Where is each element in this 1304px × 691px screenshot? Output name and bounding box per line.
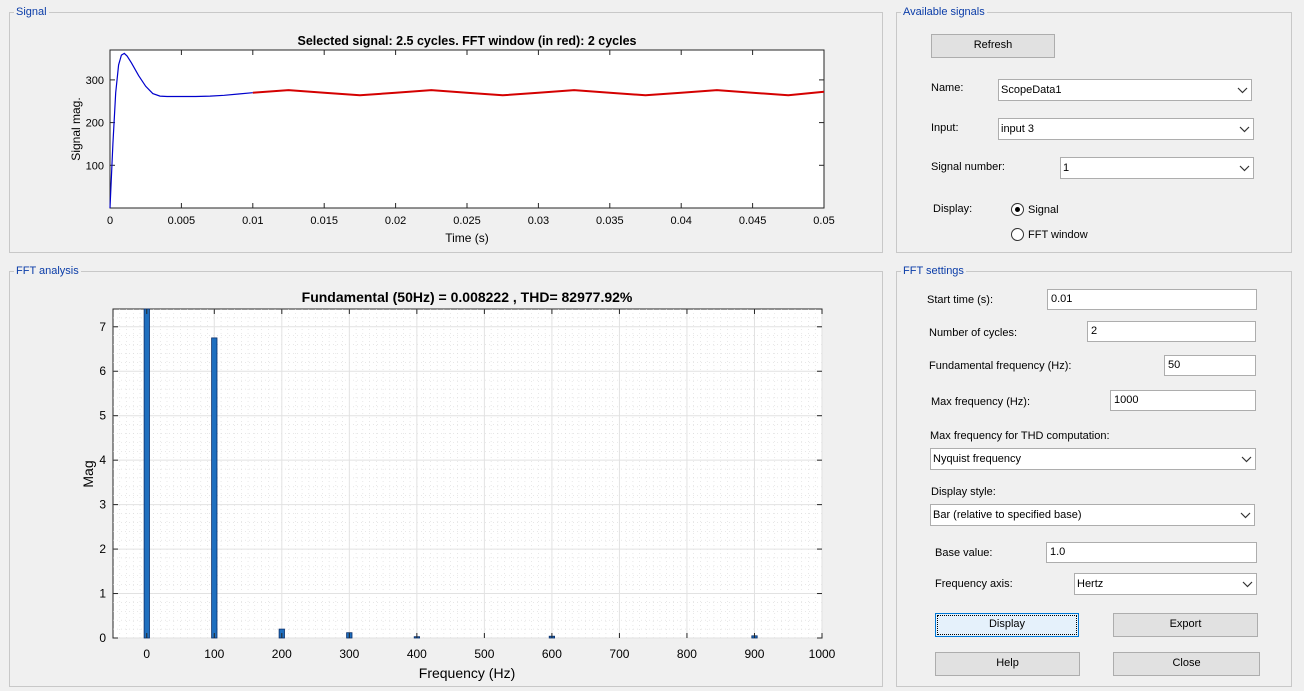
cycles-input[interactable]: 2 (1087, 321, 1256, 342)
fft-ytick-label: 0 (99, 631, 106, 645)
fft-window-line (252, 89, 825, 97)
display-fft-window-radio[interactable] (1011, 228, 1024, 241)
fft-ytick-label: 4 (99, 453, 106, 467)
signal-xtick-label: 0.005 (168, 215, 196, 227)
signal-xtick-label: 0.025 (453, 215, 481, 227)
fft-xtick-label: 1000 (809, 647, 836, 661)
fft-xtick-label: 800 (677, 647, 697, 661)
signal-panel-title: Signal (14, 6, 49, 19)
fft-xtick-label: 700 (609, 647, 629, 661)
signal-panel: Signal (9, 6, 883, 253)
fft-ytick-label: 2 (99, 542, 106, 556)
fft-xtick-label: 300 (339, 647, 359, 661)
fft-plot: Fundamental (50Hz) = 0.008222 , THD= 829… (80, 289, 836, 681)
signal-ytick-label: 200 (86, 118, 104, 130)
refresh-button[interactable]: Refresh (931, 34, 1055, 58)
fft-bar (211, 337, 218, 639)
fft-xtick-label: 0 (143, 647, 150, 661)
signal-xtick-label: 0.05 (813, 215, 834, 227)
fft-xtick-label: 900 (744, 647, 764, 661)
chevron-down-icon (1239, 165, 1250, 172)
base-value-input[interactable]: 1.0 (1046, 542, 1257, 563)
fft-plot-title: Fundamental (50Hz) = 0.008222 , THD= 829… (302, 289, 633, 305)
chevron-down-icon (1241, 456, 1252, 463)
name-select[interactable]: ScopeData1 (998, 79, 1252, 101)
fft-plot-area (112, 308, 823, 639)
input-select[interactable]: input 3 (998, 118, 1254, 140)
fft-analysis-panel: FFT analysis (9, 265, 883, 687)
freq-axis-value: Hertz (1077, 578, 1104, 590)
signal-xtick-label: 0.015 (310, 215, 338, 227)
fft-settings-panel: FFT settings (896, 265, 1292, 687)
chevron-down-icon (1240, 512, 1251, 519)
fft-ytick-label: 3 (99, 498, 106, 512)
signal-ylabel: Signal mag. (69, 97, 83, 160)
name-select-value: ScopeData1 (1001, 84, 1062, 96)
signal-xtick-label: 0.04 (670, 215, 691, 227)
start-time-input[interactable]: 0.01 (1047, 289, 1257, 310)
signal-number-value: 1 (1063, 162, 1070, 174)
fft-xtick-label: 200 (272, 647, 292, 661)
thd-max-label: Max frequency for THD computation: (930, 430, 1110, 442)
fund-freq-input[interactable]: 50 (1164, 355, 1256, 376)
display-signal-label[interactable]: Signal (1028, 204, 1059, 216)
chevron-down-icon (1237, 87, 1248, 94)
fft-xtick-label: 100 (204, 647, 224, 661)
base-value-label: Base value: (935, 547, 993, 559)
selected-signal-line (109, 52, 253, 209)
signal-xtick-label: 0.045 (739, 215, 767, 227)
fft-xtick-label: 500 (474, 647, 494, 661)
thd-max-select[interactable]: Nyquist frequency (930, 448, 1256, 470)
signal-ytick-label: 300 (86, 75, 104, 87)
fft-settings-title: FFT settings (901, 265, 966, 278)
signal-number-select[interactable]: 1 (1060, 157, 1254, 179)
signal-xtick-label: 0.02 (385, 215, 406, 227)
export-button[interactable]: Export (1113, 613, 1258, 637)
fft-xtick-label: 400 (407, 647, 427, 661)
signal-ytick-label: 100 (86, 160, 104, 172)
fft-ytick-label: 5 (99, 409, 106, 423)
help-button[interactable]: Help (935, 652, 1080, 676)
signal-xtick-label: 0.01 (242, 215, 263, 227)
display-style-label: Display style: (931, 486, 996, 498)
signal-xtick-label: 0 (107, 215, 113, 227)
signal-xlabel: Time (s) (445, 231, 489, 245)
signal-plot: Selected signal: 2.5 cycles. FFT window … (69, 34, 835, 245)
display-style-value: Bar (relative to specified base) (933, 509, 1082, 521)
signal-xtick-label: 0.03 (528, 215, 549, 227)
signal-number-label: Signal number: (931, 161, 1005, 173)
name-label: Name: (931, 82, 964, 94)
fft-bar (143, 308, 150, 639)
display-signal-radio[interactable] (1011, 203, 1024, 216)
fft-ytick-label: 7 (99, 320, 106, 334)
start-time-label: Start time (s): (927, 294, 994, 306)
signal-xtick-label: 0.035 (596, 215, 624, 227)
max-freq-label: Max frequency (Hz): (931, 396, 1031, 408)
signal-plot-area (109, 49, 825, 209)
max-freq-input[interactable]: 1000 (1110, 390, 1256, 411)
fund-freq-label: Fundamental frequency (Hz): (929, 360, 1072, 372)
available-signals-panel: Available signals (896, 6, 1292, 253)
input-label: Input: (931, 122, 959, 134)
fft-ytick-label: 6 (99, 364, 106, 378)
fft-panel-title: FFT analysis (14, 265, 81, 278)
freq-axis-select[interactable]: Hertz (1074, 573, 1257, 595)
display-label: Display: (933, 203, 973, 215)
chevron-down-icon (1242, 581, 1253, 588)
fft-xlabel: Frequency (Hz) (419, 665, 515, 681)
available-signals-title: Available signals (901, 6, 987, 19)
display-style-select[interactable]: Bar (relative to specified base) (930, 504, 1255, 526)
close-button[interactable]: Close (1113, 652, 1260, 676)
fft-ytick-label: 1 (99, 587, 106, 601)
fft-xtick-label: 600 (542, 647, 562, 661)
chevron-down-icon (1239, 126, 1250, 133)
display-button[interactable]: Display (935, 613, 1079, 637)
display-fft-window-label[interactable]: FFT window (1028, 229, 1088, 241)
signal-plot-title: Selected signal: 2.5 cycles. FFT window … (297, 34, 636, 48)
cycles-label: Number of cycles: (929, 327, 1018, 339)
thd-max-value: Nyquist frequency (933, 453, 1022, 465)
freq-axis-label: Frequency axis: (935, 578, 1013, 590)
fft-ylabel: Mag (80, 460, 96, 487)
input-select-value: input 3 (1001, 123, 1035, 135)
